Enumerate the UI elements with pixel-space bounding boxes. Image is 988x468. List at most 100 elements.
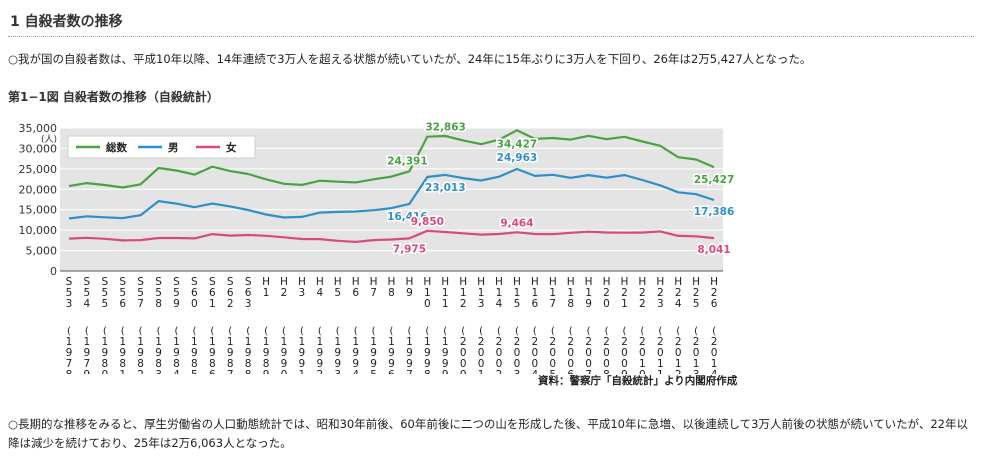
x-tick-year-char: 9 — [245, 347, 252, 359]
x-tick-year-char: 1 — [263, 336, 270, 348]
x-tick-year-char: 8 — [191, 358, 198, 370]
x-tick-year-char: 1 — [711, 358, 718, 370]
x-tick-paren: ( — [443, 326, 447, 337]
x-tick-char: S — [119, 276, 126, 288]
data-label: 16,416 — [387, 211, 428, 223]
x-tick-char: S — [155, 276, 162, 288]
data-label-halo: 23,013 — [425, 182, 466, 194]
x-tick-char: 1 — [532, 287, 539, 299]
x-tick-paren: ( — [515, 326, 519, 337]
x-tick-year-char: 2 — [639, 336, 646, 348]
x-tick-paren: ( — [300, 326, 304, 337]
x-tick-char: H — [656, 276, 664, 288]
x-tick-char: H — [495, 276, 503, 288]
x-tick-year-char: 1 — [299, 369, 306, 374]
y-axis-unit: (人) — [41, 134, 57, 145]
x-tick-char: 2 — [603, 287, 610, 299]
x-tick-year-char: 0 — [478, 358, 485, 370]
x-tick-char: H — [674, 276, 682, 288]
x-tick-year-char: 9 — [424, 358, 431, 370]
x-tick-paren: ( — [658, 326, 662, 337]
x-tick-year-char: 1 — [66, 336, 73, 348]
x-tick-year-char: 1 — [84, 336, 91, 348]
x-tick-year-char: 8 — [173, 358, 180, 370]
x-tick-char: S — [173, 276, 180, 288]
x-tick-year-char: 9 — [316, 358, 323, 370]
x-tick-year-char: 2 — [496, 369, 503, 374]
x-tick-year-char: 9 — [352, 358, 359, 370]
y-tick-label: 15,000 — [19, 204, 58, 217]
y-tick-label: 25,000 — [19, 163, 58, 176]
x-tick-char: 2 — [693, 287, 700, 299]
x-tick-year-char: 2 — [657, 336, 664, 348]
x-tick-label: H5(1993) — [334, 276, 342, 374]
x-tick-paren: ( — [605, 326, 609, 337]
x-tick-paren: ( — [121, 326, 125, 337]
x-tick-label: H10(1998) — [423, 276, 431, 374]
x-tick-char: 5 — [66, 287, 73, 299]
x-tick-paren: ( — [157, 326, 161, 337]
x-tick-year-char: 3 — [334, 369, 341, 374]
data-label-halo: 8,041 — [697, 244, 730, 256]
x-tick-year-char: 9 — [137, 347, 144, 359]
data-label-halo: 34,427 — [497, 138, 538, 150]
x-tick-year-char: 0 — [639, 369, 646, 374]
x-tick-year-char: 6 — [567, 369, 574, 374]
x-tick-year-char: 0 — [657, 347, 664, 359]
x-tick-year-char: 8 — [101, 358, 108, 370]
x-tick-label: S56(1981) — [119, 276, 126, 374]
x-tick-year-char: 0 — [603, 347, 610, 359]
x-tick-label: S55(1980) — [101, 276, 108, 374]
x-tick-year-char: 1 — [639, 358, 646, 370]
x-tick-year-char: 0 — [567, 358, 574, 370]
x-tick-label: H7(1995) — [370, 276, 378, 374]
x-tick-label: S61(1986) — [209, 276, 216, 374]
data-label: 7,975 — [393, 243, 426, 255]
x-tick-year-char: 0 — [460, 358, 467, 370]
x-tick-year-char: 9 — [334, 347, 341, 359]
x-tick-label: S58(1983) — [155, 276, 162, 374]
x-tick-char: 7 — [370, 287, 377, 299]
x-tick-year-char: 0 — [585, 358, 592, 370]
x-tick-paren: ( — [640, 326, 644, 337]
x-tick-year-char: 0 — [693, 347, 700, 359]
x-tick-char: 1 — [567, 287, 574, 299]
x-tick-year-char: 1 — [101, 336, 108, 348]
x-tick-label: S63(1988) — [245, 276, 252, 374]
x-tick-year-char: 9 — [191, 347, 198, 359]
x-tick-year-char: 1 — [281, 336, 288, 348]
data-label: 23,013 — [425, 182, 466, 194]
x-tick-year-char: 3 — [693, 369, 700, 374]
y-tick-label: 10,000 — [19, 224, 58, 237]
x-tick-char: 2 — [657, 287, 664, 299]
x-tick-char: 1 — [496, 287, 503, 299]
x-tick-char: 5 — [693, 298, 700, 310]
data-label: 24,963 — [497, 152, 538, 164]
x-tick-char: S — [66, 276, 73, 288]
x-tick-label: H6(1994) — [352, 276, 360, 374]
x-tick-char: 8 — [567, 298, 574, 310]
x-tick-year-char: 3 — [514, 369, 521, 374]
x-tick-char: 5 — [137, 287, 144, 299]
x-tick-paren: ( — [622, 326, 626, 337]
x-tick-year-char: 5 — [370, 369, 377, 374]
data-label-halo: 25,427 — [694, 174, 735, 186]
x-tick-year-char: 1 — [370, 336, 377, 348]
legend-label: 総数 — [106, 141, 127, 154]
data-label: 34,427 — [497, 138, 538, 150]
x-tick-year-char: 9 — [316, 347, 323, 359]
x-tick-char: S — [245, 276, 252, 288]
x-tick-paren: ( — [407, 326, 411, 337]
x-tick-year-char: 1 — [119, 336, 126, 348]
series-line-総数 — [68, 129, 715, 189]
x-tick-year-char: 9 — [406, 347, 413, 359]
x-tick-year-char: 4 — [532, 369, 539, 374]
x-tick-year-char: 9 — [388, 358, 395, 370]
x-tick-year-char: 1 — [478, 369, 485, 374]
x-tick-year-char: 5 — [549, 369, 556, 374]
x-tick-year-char: 0 — [549, 358, 556, 370]
x-tick-char: 2 — [281, 287, 288, 299]
x-tick-year-char: 9 — [209, 347, 216, 359]
x-tick-char: 5 — [101, 298, 108, 310]
